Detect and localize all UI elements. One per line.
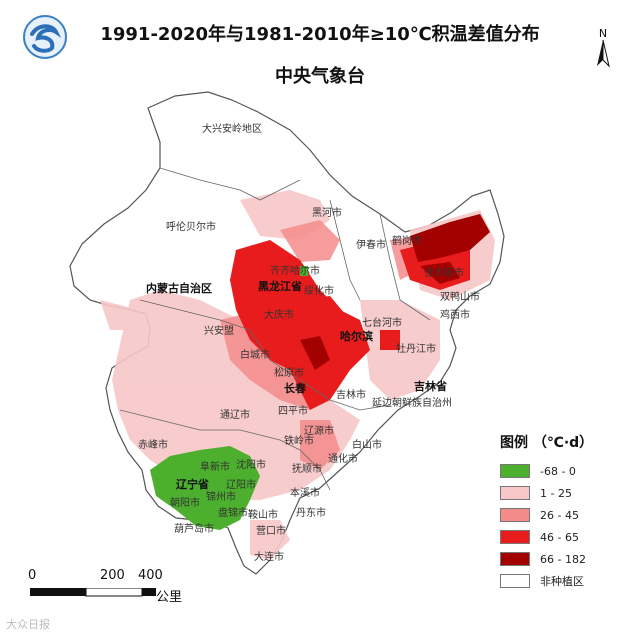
label-benxi: 本溪市 <box>290 486 320 499</box>
label-chaoyang: 朝阳市 <box>170 496 200 509</box>
legend-item: 26 - 45 <box>500 504 630 526</box>
label-xinganmeng: 兴安盟 <box>204 324 234 337</box>
legend-swatch <box>500 486 530 500</box>
label-yanbian: 延边朝鲜族自治州 <box>372 396 452 409</box>
legend-swatch <box>500 530 530 544</box>
legend-label: 1 - 25 <box>540 486 572 500</box>
legend-label: 46 - 65 <box>540 530 579 544</box>
legend-title: 图例 （℃·d） <box>500 435 594 451</box>
legend-item: 1 - 25 <box>500 482 630 504</box>
scale-tick-400: 400 <box>138 568 163 583</box>
legend-label: -68 - 0 <box>540 464 576 478</box>
legend: 图例 （℃·d） -68 - 0 1 - 25 26 - 45 46 - 65 … <box>500 432 630 602</box>
legend-item: 非种植区 <box>500 570 630 592</box>
label-qiqihar: 齐齐哈尔市 <box>270 264 320 277</box>
label-yingkou: 营口市 <box>256 524 286 537</box>
watermark: 大众日报 <box>6 618 50 631</box>
legend-swatch <box>500 574 530 588</box>
north-label: N <box>599 27 607 40</box>
label-daxinganling: 大兴安岭地区 <box>202 122 262 135</box>
label-heilongjiang: 黑龙江省 <box>258 279 302 293</box>
label-songyuan: 松原市 <box>274 366 304 379</box>
label-heihe: 黑河市 <box>312 206 342 219</box>
legend-swatch <box>500 508 530 522</box>
label-shenyang: 沈阳市 <box>236 458 266 471</box>
scale-bar-graphic <box>30 588 156 597</box>
scale-tick-0: 0 <box>28 568 37 583</box>
label-liaoning: 辽宁省 <box>176 477 209 491</box>
label-liaoyuan: 辽源市 <box>304 424 334 437</box>
label-suihua: 绥化市 <box>304 284 334 297</box>
label-daqing: 大庆市 <box>264 308 294 321</box>
legend-label: 66 - 182 <box>540 552 586 566</box>
scale-bar: 0 200 400 公里 <box>26 568 226 605</box>
label-qitaihe: 七台河市 <box>362 316 402 329</box>
label-baishan: 白山市 <box>352 438 382 451</box>
place-labels: 大兴安岭地区 呼伦贝尔市 黑河市 伊春市 鹤岗市 佳木斯市 双鸭山市 鸡西市 齐… <box>138 122 480 563</box>
label-haerbin: 哈尔滨 <box>340 329 373 343</box>
label-hulunbeier: 呼伦贝尔市 <box>166 220 216 233</box>
label-baicheng: 白城市 <box>240 348 270 361</box>
label-fushun: 抚顺市 <box>292 462 322 475</box>
label-dalian: 大连市 <box>254 550 284 563</box>
label-jilin-province: 吉林省 <box>414 379 447 393</box>
label-fuxin: 阜新市 <box>200 460 230 473</box>
label-mudanjiang: 牡丹江市 <box>396 342 436 355</box>
label-siping: 四平市 <box>278 404 308 417</box>
label-huludao: 葫芦岛市 <box>174 522 214 535</box>
map-title: 1991-2020年与1981-2010年≥10℃积温差值分布 <box>100 24 540 45</box>
anomaly-66-182-areas <box>300 214 490 370</box>
scale-unit: 公里 <box>156 590 183 605</box>
anomaly-negative-areas <box>150 266 308 530</box>
legend-item: 46 - 65 <box>500 526 630 548</box>
label-shuangyashan: 双鸭山市 <box>440 290 480 303</box>
label-yichun: 伊春市 <box>356 238 386 251</box>
label-liaoyang: 辽阳市 <box>226 478 256 491</box>
cma-logo <box>23 15 67 59</box>
label-jixi: 鸡西市 <box>440 308 470 321</box>
label-anshan: 鞍山市 <box>248 508 278 521</box>
legend-swatch <box>500 464 530 478</box>
label-jinzhou: 锦州市 <box>206 490 236 503</box>
legend-item: -68 - 0 <box>500 460 630 482</box>
legend-label: 26 - 45 <box>540 508 579 522</box>
label-chifeng: 赤峰市 <box>138 438 168 451</box>
label-tieling: 铁岭市 <box>284 434 314 447</box>
scale-tick-200: 200 <box>100 568 125 583</box>
label-neimenggu: 内蒙古自治区 <box>146 281 212 295</box>
legend-item: 66 - 182 <box>500 548 630 570</box>
label-jiamusi: 佳木斯市 <box>424 266 464 279</box>
label-tongliao: 通辽市 <box>220 408 250 421</box>
label-hegang: 鹤岗市 <box>392 234 422 247</box>
admin-boundaries <box>119 167 431 491</box>
north-arrow-icon: N <box>597 27 610 68</box>
label-tonghua: 通化市 <box>328 452 358 465</box>
legend-swatch <box>500 552 530 566</box>
label-changchun: 长春 <box>284 381 307 395</box>
map-subtitle: 中央气象台 <box>275 66 365 87</box>
label-jilin-city: 吉林市 <box>336 388 366 401</box>
label-dandong: 丹东市 <box>296 506 326 519</box>
legend-label: 非种植区 <box>540 575 584 588</box>
label-panjin: 盘锦市 <box>218 506 248 519</box>
